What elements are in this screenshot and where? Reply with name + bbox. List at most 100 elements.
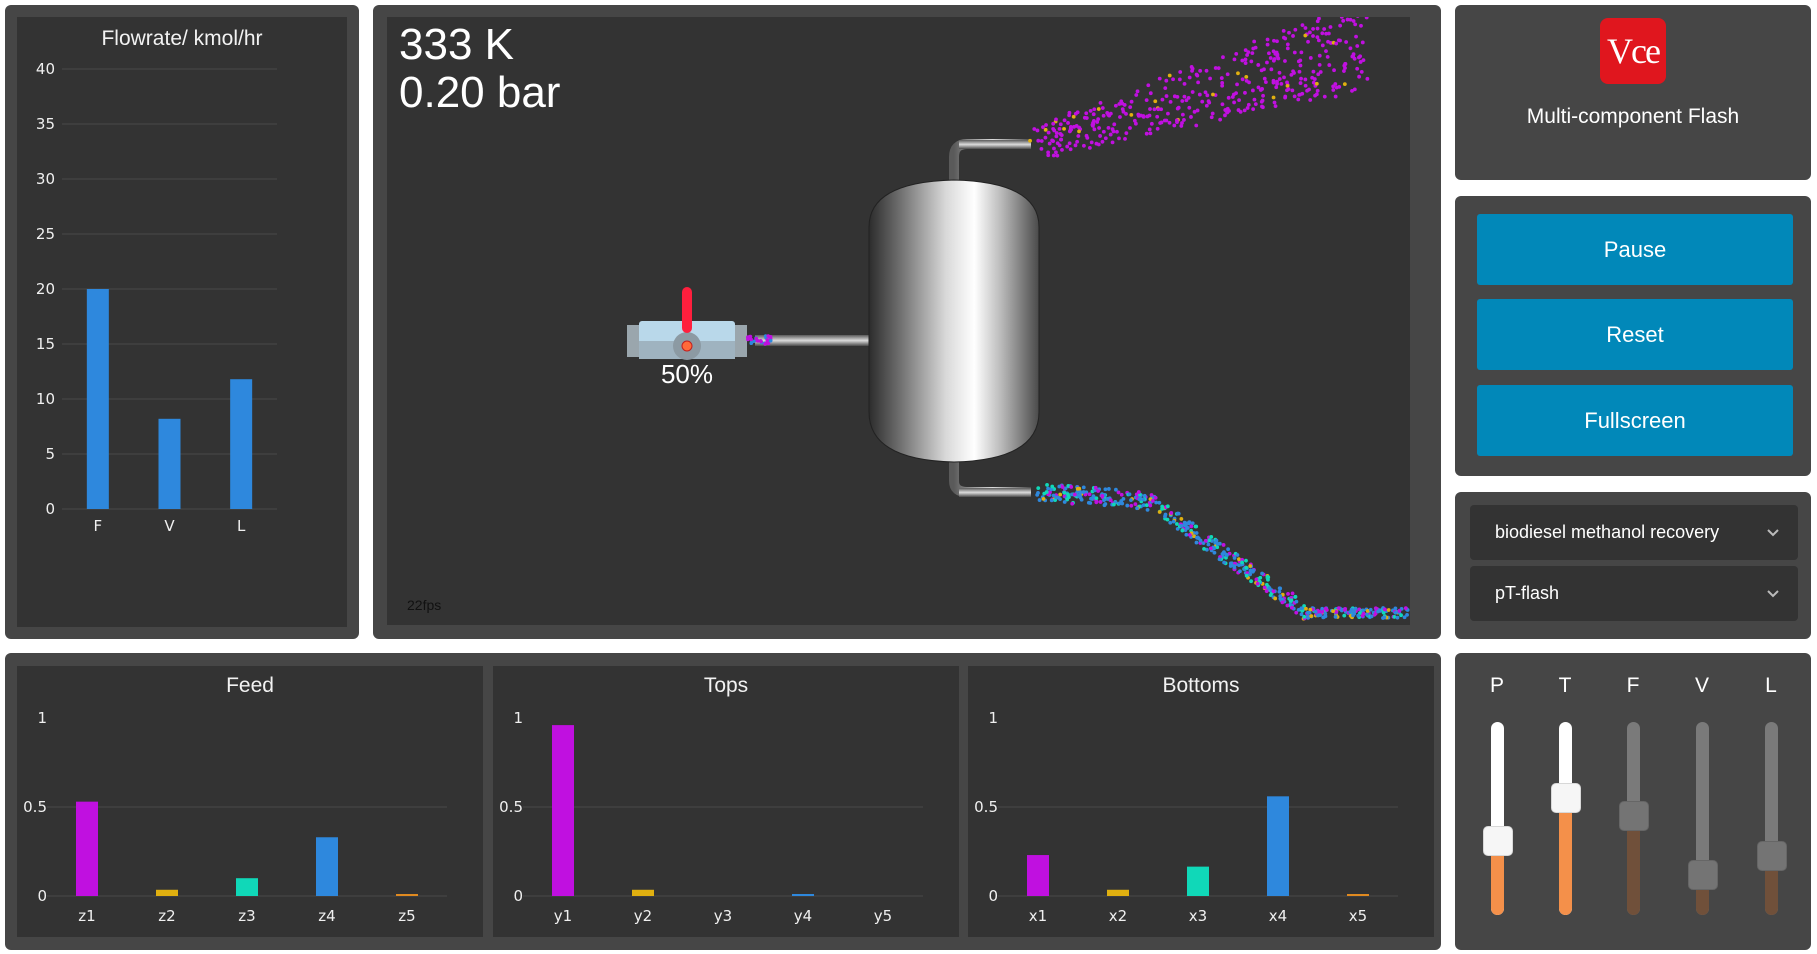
flowrate-bar [86,289,109,509]
y-tick-label: 10 [36,390,55,408]
slider-label-f: F [1626,674,1640,697]
y-tick-label: 40 [36,60,55,78]
y-tick-label: 25 [36,225,55,243]
composition-bar [552,725,574,896]
slider-thumb-t[interactable] [1551,783,1581,814]
flash-type-select-value: pT-flash [1495,583,1560,603]
flowrate-chart-title: Flowrate/ kmol/hr [101,27,263,50]
x-tick-label: x2 [1109,907,1127,925]
x-tick-label: z4 [318,907,335,925]
slider-thumb-l[interactable] [1757,841,1787,872]
temperature-readout: 333 K [399,20,514,69]
process-panel: 333 K 0.20 bar 50% 22fps [373,5,1441,639]
feed-composition-chart: 0 0.5 1 z1 z2 z3 z4 z5 [23,709,447,925]
bottoms-chart-title: Bottoms [1162,674,1240,697]
y-tick-label: 0 [37,887,47,905]
pressure-readout: 0.20 bar [399,68,561,117]
y-tick-label: 15 [36,335,55,353]
x-tick-label: y3 [714,907,732,925]
process-canvas: 333 K 0.20 bar 50% 22fps [387,17,1410,625]
composition-bar [236,878,258,896]
system-select-value: biodiesel methanol recovery [1495,522,1720,542]
x-tick-label: y5 [874,907,892,925]
x-tick-label: L [237,517,246,535]
slider-fill [1491,839,1504,915]
slider-label-p: P [1489,674,1504,697]
composition-bar [1107,889,1129,896]
composition-panel: Feed 0 0.5 1 z1 z2 z3 z4 z5 Tops 0 0.5 1 y1 y2 y3 y4 y… [5,653,1441,950]
pause-button[interactable]: Pause [1477,214,1793,285]
y-tick-label: 0 [513,887,523,905]
flowrate-chart-area: Flowrate/ kmol/hr 0 5 10 15 20 25 30 35 40 F V L [17,17,347,627]
flowrate-chart: 0 5 10 15 20 25 30 35 40 F V L [36,60,277,535]
x-tick-label: x4 [1269,907,1287,925]
flowrate-panel: Flowrate/ kmol/hr 0 5 10 15 20 25 30 35 40 F V L [5,5,359,639]
x-tick-label: y4 [794,907,812,925]
x-tick-label: z1 [78,907,95,925]
composition-bar [1347,894,1369,896]
y-tick-label: 20 [36,280,55,298]
x-tick-label: y1 [554,907,572,925]
y-tick-label: 1 [513,709,523,727]
composition-bar [792,894,814,896]
tops-chart-area: Tops 0 0.5 1 y1 y2 y3 y4 y5 [493,666,959,937]
chevron-down-icon [1767,529,1779,537]
composition-bar [156,889,178,896]
inlet-pipe [755,335,869,346]
fullscreen-button[interactable]: Fullscreen [1477,385,1793,456]
y-tick-label: 0.5 [499,798,523,816]
feed-valve[interactable] [627,287,747,360]
bottoms-chart-area: Bottoms 0 0.5 1 x1 x2 x3 x4 x5 [968,666,1434,937]
app-title: Multi-component Flash [1526,105,1740,128]
feed-chart-title: Feed [226,674,274,697]
y-tick-label: 30 [36,170,55,188]
valve-opening-label: 50% [660,359,714,389]
bottoms-composition-chart: 0 0.5 1 x1 x2 x3 x4 x5 [974,709,1398,925]
y-tick-label: 0.5 [23,798,47,816]
y-tick-label: 35 [36,115,55,133]
slider-thumb-v[interactable] [1688,860,1718,891]
composition-bar [1187,866,1209,896]
x-tick-label: x1 [1029,907,1047,925]
x-tick-label: x5 [1349,907,1367,925]
y-tick-label: 0 [45,500,55,518]
x-tick-label: x3 [1189,907,1207,925]
flowrate-bar [230,379,253,509]
composition-bar [76,801,98,896]
system-select[interactable]: biodiesel methanol recovery [1470,505,1798,560]
y-tick-label: 0 [988,887,998,905]
composition-bar [1027,855,1049,896]
x-tick-label: z3 [238,907,255,925]
particle-streams [745,17,1410,621]
vce-logo: Vce [1600,18,1666,84]
process-diagram [627,17,1410,621]
y-tick-label: 1 [37,709,47,727]
flowrate-bar [158,418,181,509]
x-tick-label: y2 [634,907,652,925]
composition-bar [1267,796,1289,896]
slider-label-l: L [1765,674,1777,697]
slider-thumb-f[interactable] [1619,800,1649,831]
x-tick-label: z2 [158,907,175,925]
flash-vessel [868,179,1040,463]
slider-thumb-p[interactable] [1483,825,1513,856]
chevron-down-icon [1767,590,1779,598]
x-tick-label: V [164,517,175,535]
slider-label-t: T [1558,674,1572,697]
x-tick-label: z5 [398,907,415,925]
composition-bar [396,894,418,896]
reset-button[interactable]: Reset [1477,299,1793,370]
fps-counter: 22fps [407,597,442,613]
y-tick-label: 1 [988,709,998,727]
x-tick-label: F [94,517,103,535]
composition-bar [632,889,654,896]
tops-chart-title: Tops [703,674,749,697]
y-tick-label: 5 [45,445,55,463]
flash-type-select[interactable]: pT-flash [1470,566,1798,621]
composition-bar [316,837,338,896]
tops-composition-chart: 0 0.5 1 y1 y2 y3 y4 y5 [499,709,923,925]
y-tick-label: 0.5 [974,798,998,816]
feed-chart-area: Feed 0 0.5 1 z1 z2 z3 z4 z5 [17,666,483,937]
slider-fill [1627,814,1640,915]
slider-fill [1559,797,1572,915]
